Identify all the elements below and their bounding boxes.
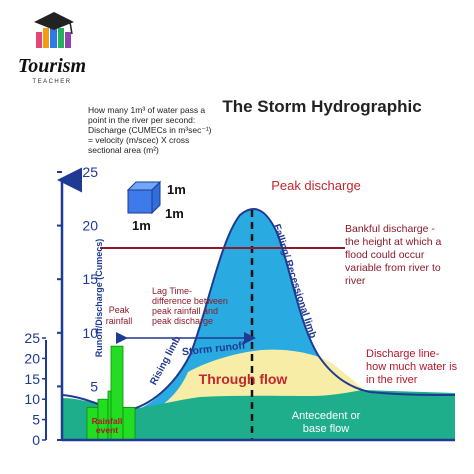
rainfall-tick-label: 20 bbox=[24, 350, 40, 366]
discharge-tick-label: 20 bbox=[82, 218, 98, 234]
rainfall-bars bbox=[86, 345, 136, 441]
cubic-metre-cube: 1m 1m 1m bbox=[126, 180, 186, 233]
definition-line-4: = velocity (m/scec) X cross bbox=[88, 135, 189, 145]
discharge-tick-label: 15 bbox=[82, 271, 98, 287]
rainfall-tick-label: 0 bbox=[32, 432, 40, 448]
peak-discharge-label: Peak discharge bbox=[271, 178, 361, 193]
discharge-line-text-2: how much water is bbox=[366, 361, 458, 373]
peak-rainfall-line-2: rainfall bbox=[106, 316, 133, 326]
discharge-axis-ticks: 25 20 15 10 5 bbox=[57, 164, 98, 441]
rainfall-bar bbox=[122, 406, 136, 441]
cube-label-height: 1m bbox=[167, 182, 186, 197]
rainfall-event-label-2: event bbox=[96, 425, 118, 435]
peak-rainfall-label: Peak rainfall bbox=[106, 305, 133, 326]
base-flow-label: Antecedent or base flow bbox=[292, 410, 361, 435]
base-flow-line-1: Antecedent or bbox=[292, 410, 361, 422]
diagram-title: The Storm Hydrographic bbox=[222, 97, 421, 116]
peak-rainfall-line-1: Peak bbox=[109, 305, 130, 315]
discharge-line-text-3: in the river bbox=[366, 374, 418, 386]
bankful-line-1: Bankful discharge - bbox=[345, 223, 435, 235]
rainfall-tick-label: 5 bbox=[32, 412, 40, 428]
discharge-curve bbox=[61, 208, 456, 414]
definition-line-3: Discharge (CUMECs in m³sec⁻¹) bbox=[88, 125, 212, 135]
bankful-line-5: river bbox=[345, 275, 366, 287]
discharge-tick-label: 25 bbox=[82, 164, 98, 180]
rainfall-tick-label: 25 bbox=[24, 330, 40, 346]
discharge-tick-label: 10 bbox=[82, 325, 98, 341]
definition-line-2: point in the river per second: bbox=[88, 115, 195, 125]
lag-time-label: Lag Time- difference between peak rainfa… bbox=[152, 286, 228, 326]
discharge-tick-label: 5 bbox=[90, 378, 98, 394]
rainfall-tick-label: 15 bbox=[24, 371, 40, 387]
rainfall-tick-label: 10 bbox=[24, 391, 40, 407]
cube-label-depth: 1m bbox=[165, 206, 184, 221]
bankful-line-3: flood could occur bbox=[345, 249, 425, 261]
base-flow-line-2: base flow bbox=[303, 423, 350, 435]
discharge-definition: How many 1m³ of water pass a point in th… bbox=[88, 105, 212, 155]
left-discharge-axis bbox=[57, 167, 455, 442]
bankful-line-4: variable from river to bbox=[345, 262, 441, 274]
discharge-axis-label: Runoff/Discharge (Cumecs) bbox=[94, 239, 104, 358]
bankful-line-2: the height at which a bbox=[345, 236, 441, 248]
lag-time-line-2: difference between bbox=[152, 296, 228, 306]
discharge-line-label: Discharge line- how much water is in the… bbox=[366, 348, 458, 386]
rainfall-axis-ticks: 25 20 15 10 5 0 bbox=[24, 330, 46, 448]
tourism-teacher-logo: Tourism TEACHER bbox=[18, 12, 86, 85]
logo-emblem bbox=[34, 12, 74, 48]
through-flow-label: Through flow bbox=[199, 371, 288, 387]
bankful-discharge-label: Bankful discharge - the height at which … bbox=[345, 223, 441, 287]
rainfall-event-label-1: Rainfall bbox=[92, 416, 123, 426]
cube-label-width: 1m bbox=[132, 218, 151, 233]
definition-line-5: sectional area (m²) bbox=[88, 145, 159, 155]
base-flow-area bbox=[62, 390, 455, 440]
discharge-line-text-1: Discharge line- bbox=[366, 348, 440, 360]
logo-wordmark: Tourism bbox=[18, 55, 86, 77]
lag-time-line-1: Lag Time- bbox=[152, 286, 192, 296]
lag-time-line-4: peak discharge bbox=[152, 316, 213, 326]
lag-time-line-3: peak rainfall and bbox=[152, 306, 218, 316]
logo-tagline: TEACHER bbox=[32, 79, 71, 85]
definition-line-1: How many 1m³ of water pass a bbox=[88, 105, 205, 115]
